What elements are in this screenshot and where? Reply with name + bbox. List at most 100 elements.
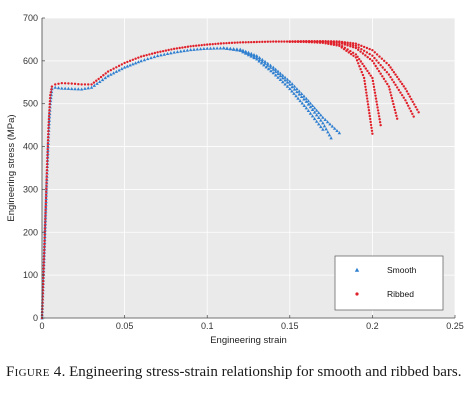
data-point-ribbed [394, 73, 397, 76]
data-point-ribbed [363, 79, 366, 83]
data-point-ribbed [131, 58, 135, 61]
data-point-smooth [283, 82, 287, 86]
data-point-smooth [241, 48, 245, 52]
data-point-ribbed [233, 41, 236, 44]
data-point-ribbed [362, 76, 366, 80]
data-point-ribbed [250, 40, 253, 44]
data-point-ribbed [45, 162, 49, 166]
data-point-smooth [43, 231, 47, 235]
data-point-ribbed [280, 40, 283, 43]
data-point-smooth [271, 71, 275, 75]
data-point-ribbed [364, 85, 367, 88]
data-point-ribbed [377, 69, 381, 73]
data-point-ribbed [343, 41, 347, 44]
data-point-ribbed [385, 61, 388, 65]
data-point-ribbed [48, 108, 51, 112]
data-point-smooth [257, 55, 262, 60]
x-tick-label: 0.05 [116, 321, 134, 331]
data-point-ribbed [402, 85, 405, 88]
data-point-ribbed [371, 132, 374, 135]
data-point-ribbed [369, 74, 372, 77]
data-point-ribbed [359, 50, 362, 53]
data-point-ribbed [388, 88, 391, 91]
data-point-ribbed [299, 40, 303, 43]
data-point-ribbed [189, 45, 192, 48]
data-point-ribbed [413, 103, 416, 106]
data-point-ribbed [368, 52, 371, 56]
data-point-ribbed [48, 102, 51, 106]
data-point-ribbed [236, 41, 239, 44]
data-point-ribbed [391, 68, 394, 72]
data-point-ribbed [47, 126, 50, 130]
data-point-ribbed [109, 68, 113, 72]
data-point-ribbed [41, 304, 44, 307]
data-point-ribbed [372, 62, 376, 65]
data-point-ribbed [73, 82, 77, 86]
data-point-ribbed [327, 40, 330, 43]
data-point-smooth [322, 124, 327, 128]
data-point-smooth [83, 86, 87, 90]
data-point-ribbed [139, 55, 143, 58]
data-point-ribbed [371, 79, 375, 83]
data-point-ribbed [392, 71, 396, 74]
data-point-ribbed [368, 114, 371, 118]
y-tick-label: 500 [23, 99, 38, 109]
data-point-smooth [292, 91, 296, 95]
data-point-smooth [304, 96, 309, 100]
y-tick-label: 100 [23, 270, 38, 280]
data-point-ribbed [172, 47, 176, 51]
data-point-smooth [310, 103, 315, 108]
data-point-ribbed [371, 54, 374, 57]
data-point-ribbed [362, 65, 366, 68]
data-point-ribbed [392, 81, 396, 84]
data-point-ribbed [203, 43, 206, 47]
data-point-smooth [285, 80, 290, 84]
data-point-ribbed [46, 153, 49, 157]
data-point-smooth [271, 65, 275, 69]
axes: 0 0.05 0.1 0.15 0.2 0.25 0 100 200 300 400 500 600 70… [6, 13, 464, 346]
data-point-smooth [76, 87, 81, 91]
data-point-ribbed [43, 227, 47, 230]
data-point-ribbed [44, 205, 47, 209]
data-point-ribbed [340, 45, 344, 48]
data-point-ribbed [222, 42, 225, 45]
y-tick-label: 400 [23, 142, 38, 152]
data-point-ribbed [44, 221, 47, 224]
data-point-smooth [169, 51, 173, 55]
data-point-ribbed [392, 102, 395, 106]
data-point-ribbed [379, 123, 382, 127]
data-point-ribbed [277, 40, 280, 43]
data-point-smooth [312, 110, 317, 114]
data-point-smooth [244, 49, 248, 53]
data-point-ribbed [394, 111, 397, 115]
data-point-smooth [255, 54, 259, 58]
data-point-smooth [268, 65, 273, 69]
data-point-ribbed [44, 202, 48, 206]
data-point-ribbed [159, 50, 162, 53]
data-point-smooth [317, 122, 321, 126]
data-point-ribbed [244, 41, 247, 44]
data-point-smooth [106, 74, 110, 78]
data-point-ribbed [186, 45, 190, 48]
data-point-ribbed [153, 51, 157, 55]
data-point-smooth [218, 46, 223, 50]
data-point-ribbed [366, 55, 369, 59]
data-point-ribbed [370, 129, 374, 132]
data-point-ribbed [362, 45, 366, 49]
data-point-smooth [283, 75, 287, 79]
data-point-smooth [66, 86, 71, 90]
data-point-ribbed [208, 43, 212, 46]
data-point-smooth [175, 50, 180, 54]
data-point-ribbed [405, 101, 409, 105]
data-point-ribbed [360, 70, 363, 74]
data-point-ribbed [354, 44, 358, 48]
data-point-ribbed [47, 120, 50, 124]
data-point-ribbed [390, 97, 394, 100]
data-point-ribbed [194, 44, 198, 47]
data-point-ribbed [43, 224, 47, 227]
data-point-smooth [329, 136, 333, 140]
data-point-ribbed [374, 97, 378, 100]
data-point-smooth [321, 127, 325, 131]
data-point-ribbed [393, 108, 397, 112]
data-point-smooth [117, 68, 121, 72]
